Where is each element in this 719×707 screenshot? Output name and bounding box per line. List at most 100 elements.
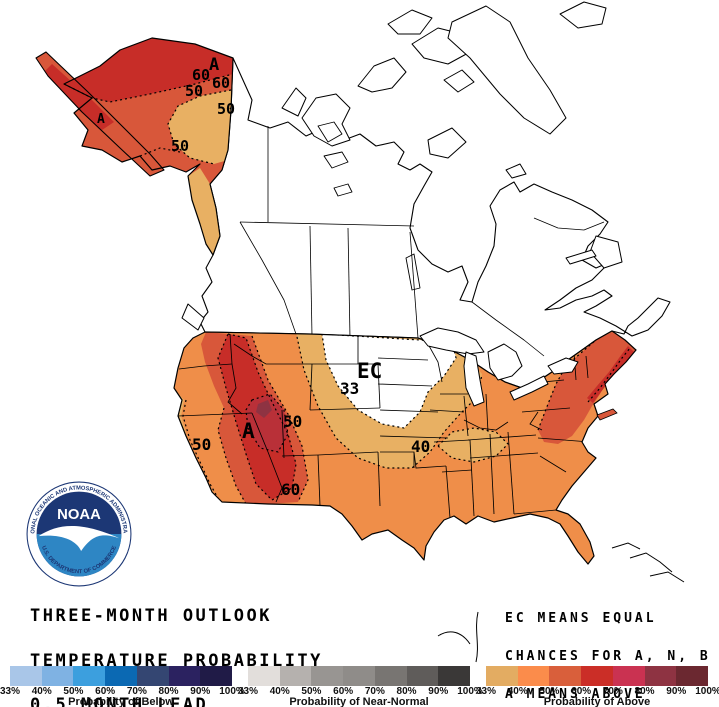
colorbar-swatch [406,666,439,686]
colorbar-tick-label: 100% [695,686,719,697]
colorbar-tick-label: 90% [428,686,449,697]
title-line: 0.5 MONTH LEAD [30,694,209,707]
alaska-interior-region-33-40 [168,90,231,164]
label-ec: EC [357,359,382,383]
colorbar-caption: Probability of Near-Normal [289,696,429,707]
colorbar-near-normal: 33% 40% 50% 60% 70% 80% 90% 100% Probability of… [238,666,483,707]
colorbar-swatches [248,666,471,686]
label-aleutian-a: A [97,112,105,127]
legend-line: A MEANS ABOVE [505,686,646,702]
colorbar-tick-label: 50% [301,686,322,697]
caribbean-islands [437,542,685,663]
colorbar-tick-label: 33% [237,686,259,697]
colorbar-swatch [644,666,677,686]
colorbar-swatch [73,666,106,686]
label-california-50: 50 [192,435,211,454]
colorbar-swatches [10,666,233,686]
great-lakes [419,327,579,407]
colorbar-above: 33% 40% 50% 60% 70% 80% 90% 100% Probability of… [476,666,719,707]
contour-70 [245,393,289,453]
label-alaska-a: A [209,55,219,75]
colorbar-swatch [10,666,42,686]
colorbar-tick-label: 60% [571,686,592,697]
colorbar-tick-label: 80% [634,686,655,697]
lake-huron [487,343,523,381]
title-block: THREE-MONTH OUTLOOK TEMPERATURE PROBABIL… [30,580,323,707]
region-above-50-60-northeast [538,332,636,444]
colorbar-swatch [168,666,201,686]
greenland-corner [559,1,607,29]
label-33: 33 [340,379,359,398]
lake-superior [419,327,485,355]
canada-landmass [181,1,671,389]
colorbar-swatch [612,666,645,686]
noaa-gull-icon [38,526,120,551]
colorbar-swatch [517,666,550,686]
lake-erie [509,375,549,401]
colorbar-ticks: 33% 40% 50% 60% 70% 80% 90% 100% [476,686,719,697]
colorbar-swatches [486,666,709,686]
colorbar-tick-label: 70% [364,686,385,697]
colorbar-tick-label: 33% [475,686,497,697]
colorbar-tick-label: 50% [539,686,560,697]
colorbar-tick-label: 100% [219,686,245,697]
colorbar-tick-label: 50% [63,686,84,697]
aleutian-chain-outline [35,51,165,177]
region-equal-chances [322,334,456,428]
colorbar-tick-label: 100% [457,686,483,697]
label-alaska-60: 60 [192,66,210,84]
colorbar-swatch [581,666,613,686]
label-alaska-60b: 60 [212,74,230,92]
label-utah-50: 50 [283,412,302,431]
colorbar-swatch [311,666,344,686]
alaska-panhandle-region-33-40 [188,168,220,255]
alaska-coast-outline [63,37,234,256]
colorbar-swatch [676,666,709,686]
legend-text-block: EC MEANS EQUAL CHANCES FOR A, N, B A MEA… [505,588,711,707]
long-island [596,408,618,421]
colorbar-tick-label: 60% [95,686,116,697]
legend-line: CHANCES FOR A, N, B [505,648,711,664]
contour-40 [295,331,483,469]
colorbar-swatch [374,666,407,686]
colorbar-tick-label: 70% [126,686,147,697]
contour-33 [321,333,457,429]
colorbar-tick-label: 80% [158,686,179,697]
newfoundland [589,235,623,269]
colorbar-swatch [200,666,233,686]
colorbar-tick-label: 40% [507,686,528,697]
colorbar-caption: Probability of Above [543,696,651,707]
contour-40-ohio [437,427,509,463]
label-southwest-a: A [242,419,255,443]
label-alaska-50c: 50 [171,137,189,155]
legend-line: EC MEANS EQUAL [505,611,657,627]
anticosti-island [565,249,597,265]
colorbar-swatch [549,666,582,686]
colorbar-swatch [343,666,375,686]
label-arizona-60: 60 [281,480,300,499]
canada-province-borders [239,126,605,357]
colorbar-swatch [486,666,518,686]
aleutian-region-60-70 [44,64,114,130]
colorbar-swatch [438,666,471,686]
us-coast-outline [173,330,637,565]
colorbar-swatch [136,666,169,686]
colorbar-tick-label: 90% [666,686,687,697]
title-line: THREE-MONTH OUTLOOK [30,606,272,627]
colorbar-tick-label: 60% [333,686,354,697]
noaa-logo: NOAA NATIONAL OCEANIC AND ATMOSPHERIC AD… [26,481,132,587]
contour-50-california [217,407,247,505]
vancouver-island [181,303,205,331]
contour-60-west [217,333,297,501]
colorbar-tick-label: 90% [190,686,211,697]
label-alaska-50: 50 [185,82,203,100]
colorbar-tick-label: 70% [602,686,623,697]
colorbar-ticks: 33% 40% 50% 60% 70% 80% 90% 100% [238,686,483,697]
colorbar-tick-label: 33% [0,686,21,697]
label-40: 40 [411,437,430,456]
map-contour-labels: A 60 60 50 50 50 A EC 33 40 A 50 50 60 [97,55,430,499]
colorbar-swatch [41,666,74,686]
lake-ontario [547,357,579,375]
title-line: TEMPERATURE PROBABILITY [30,650,323,671]
colorbar-swatch [248,666,280,686]
